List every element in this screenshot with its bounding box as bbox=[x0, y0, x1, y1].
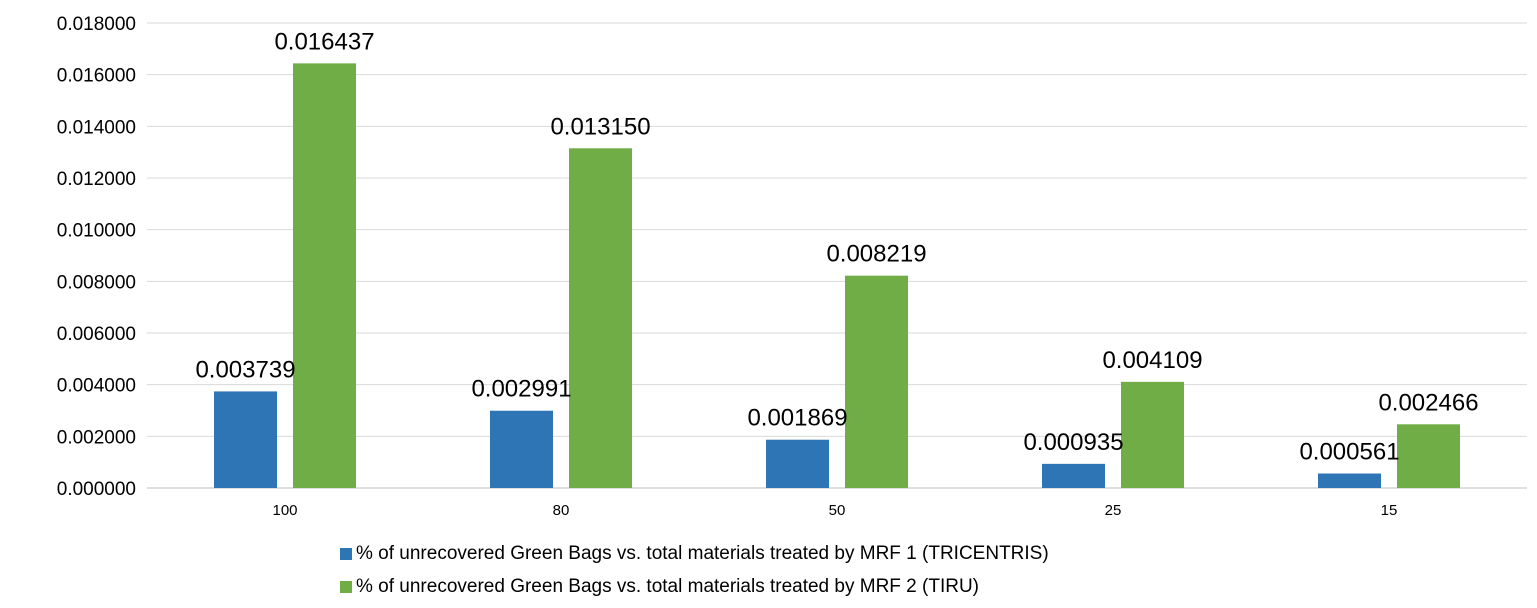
y-tick-label: 0.010000 bbox=[57, 221, 136, 242]
bar-series-2 bbox=[569, 148, 632, 488]
bar-series-2 bbox=[1121, 381, 1184, 488]
bar-series-2 bbox=[1397, 424, 1460, 488]
data-label: 0.001869 bbox=[747, 405, 847, 432]
bar-series-2 bbox=[845, 275, 908, 488]
data-label: 0.016437 bbox=[274, 28, 374, 55]
bar-series-1 bbox=[1042, 463, 1105, 488]
x-tick-label: 25 bbox=[1105, 502, 1122, 519]
bar-series-1 bbox=[214, 391, 277, 488]
legend-label-mrf1: % of unrecovered Green Bags vs. total ma… bbox=[356, 543, 1049, 564]
y-axis: 0.000000 0.002000 0.004000 0.006000 0.008000… bbox=[57, 14, 136, 500]
x-axis: 100 80 50 25 15 bbox=[272, 502, 1397, 519]
y-tick-label: 0.008000 bbox=[57, 272, 136, 293]
legend-item-mrf2: % of unrecovered Green Bags vs. total ma… bbox=[340, 573, 1049, 601]
x-tick-label: 80 bbox=[553, 502, 570, 519]
y-tick-label: 0.018000 bbox=[57, 14, 136, 35]
y-tick-label: 0.004000 bbox=[57, 376, 136, 397]
data-labels: 0.003739 0.016437 0.002991 0.013150 0.001869… bbox=[195, 28, 1478, 465]
data-label: 0.000935 bbox=[1023, 429, 1123, 456]
legend-swatch-mrf2 bbox=[340, 581, 352, 593]
bar-series-2 bbox=[293, 63, 356, 488]
legend-label-mrf2: % of unrecovered Green Bags vs. total ma… bbox=[356, 576, 980, 597]
data-label: 0.013150 bbox=[550, 113, 650, 140]
bars bbox=[214, 63, 1460, 488]
bar-series-1 bbox=[1318, 473, 1381, 488]
y-tick-label: 0.012000 bbox=[57, 169, 136, 190]
legend-swatch-mrf1 bbox=[340, 548, 352, 560]
legend-item-mrf1: % of unrecovered Green Bags vs. total ma… bbox=[340, 540, 1049, 568]
legend: % of unrecovered Green Bags vs. total ma… bbox=[340, 540, 1049, 606]
gridlines bbox=[147, 22, 1527, 489]
x-tick-label: 15 bbox=[1381, 502, 1398, 519]
data-label: 0.000561 bbox=[1299, 439, 1399, 466]
y-tick-label: 0.014000 bbox=[57, 117, 136, 138]
data-label: 0.002991 bbox=[471, 376, 571, 403]
y-tick-label: 0.006000 bbox=[57, 324, 136, 345]
data-label: 0.004109 bbox=[1102, 347, 1202, 374]
bar-chart: 0.000000 0.002000 0.004000 0.006000 0.008000… bbox=[57, 14, 1527, 519]
y-tick-label: 0.000000 bbox=[57, 479, 136, 500]
bar-series-1 bbox=[490, 410, 553, 488]
y-tick-label: 0.016000 bbox=[57, 66, 136, 87]
bar-series-1 bbox=[766, 439, 829, 488]
data-label: 0.003739 bbox=[195, 356, 295, 383]
y-tick-label: 0.002000 bbox=[57, 427, 136, 448]
data-label: 0.002466 bbox=[1378, 389, 1478, 416]
x-tick-label: 100 bbox=[272, 502, 297, 519]
data-label: 0.008219 bbox=[826, 241, 926, 268]
x-tick-label: 50 bbox=[829, 502, 846, 519]
